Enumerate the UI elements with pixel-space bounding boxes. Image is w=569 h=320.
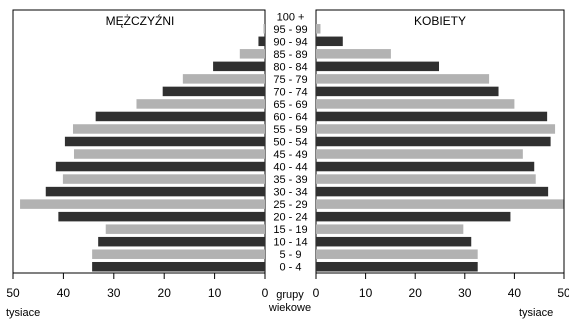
right-axis-tick-label: 10 bbox=[359, 286, 373, 300]
female-bar bbox=[316, 161, 535, 172]
female-bar bbox=[316, 24, 321, 34]
age-group-label: 90 - 94 bbox=[273, 36, 307, 48]
female-bar bbox=[316, 249, 478, 259]
female-bar bbox=[316, 124, 556, 134]
female-bar bbox=[316, 74, 490, 84]
male-bar bbox=[105, 224, 266, 234]
age-group-label: 75 - 79 bbox=[273, 74, 307, 86]
right-axis-tick-label: 30 bbox=[458, 286, 472, 300]
left-axis-tick-label: 0 bbox=[262, 286, 269, 300]
age-group-label: 95 - 99 bbox=[273, 24, 307, 36]
female-bar bbox=[316, 211, 511, 222]
male-bar bbox=[73, 149, 265, 159]
age-group-label: 25 - 29 bbox=[273, 199, 307, 211]
left-axis-tick-label: 50 bbox=[6, 286, 20, 300]
male-bar bbox=[136, 99, 265, 109]
male-bar bbox=[58, 211, 265, 222]
age-group-label: 50 - 54 bbox=[273, 137, 307, 149]
male-bar bbox=[62, 174, 266, 184]
left-unit-label: tysiace bbox=[6, 307, 40, 319]
female-bar bbox=[316, 111, 548, 122]
left-panel-label: MĘŻCZYŹNI bbox=[106, 13, 175, 28]
center-axis-label-line2: wiekowe bbox=[268, 302, 311, 314]
age-group-label: 45 - 49 bbox=[273, 149, 307, 161]
center-axis-label-line1: grupy bbox=[276, 289, 304, 301]
male-bar bbox=[64, 136, 265, 147]
female-bar bbox=[316, 49, 391, 59]
male-bar bbox=[162, 86, 265, 97]
female-bar bbox=[316, 199, 564, 209]
left-axis-tick-label: 30 bbox=[107, 286, 121, 300]
male-bar bbox=[239, 49, 265, 59]
female-bar bbox=[316, 149, 523, 159]
male-bar bbox=[95, 111, 265, 122]
female-bar bbox=[316, 86, 499, 97]
right-axis-tick-label: 50 bbox=[557, 286, 569, 300]
male-bar bbox=[20, 199, 265, 209]
female-bar bbox=[316, 261, 478, 272]
male-bar bbox=[263, 24, 265, 34]
male-bar bbox=[213, 61, 265, 72]
age-group-label: 15 - 19 bbox=[273, 224, 307, 236]
age-group-label: 65 - 69 bbox=[273, 99, 307, 111]
age-group-label: 60 - 64 bbox=[273, 111, 307, 123]
female-bar bbox=[316, 36, 343, 47]
male-bar bbox=[92, 249, 266, 259]
age-group-label: 70 - 74 bbox=[273, 86, 307, 98]
right-axis-tick-label: 0 bbox=[313, 286, 320, 300]
male-bar bbox=[92, 261, 266, 272]
age-group-label: 40 - 44 bbox=[273, 162, 307, 174]
left-axis-tick-label: 40 bbox=[57, 286, 71, 300]
left-axis-tick-label: 20 bbox=[158, 286, 172, 300]
female-bar bbox=[316, 224, 464, 234]
age-group-label: 30 - 34 bbox=[273, 187, 307, 199]
female-bar bbox=[316, 61, 440, 72]
male-bar bbox=[45, 186, 266, 197]
male-bar bbox=[98, 236, 266, 247]
female-bar bbox=[316, 136, 551, 147]
right-axis-tick-label: 20 bbox=[409, 286, 423, 300]
female-bar bbox=[316, 186, 549, 197]
age-group-label: 5 - 9 bbox=[279, 249, 301, 261]
left-axis-tick-label: 10 bbox=[208, 286, 222, 300]
male-bar bbox=[258, 36, 265, 47]
female-bar bbox=[316, 174, 536, 184]
age-group-label: 35 - 39 bbox=[273, 174, 307, 186]
age-group-label: 0 - 4 bbox=[279, 262, 301, 274]
age-group-label: 80 - 84 bbox=[273, 61, 307, 73]
right-axis-tick-label: 40 bbox=[508, 286, 522, 300]
age-group-label: 20 - 24 bbox=[273, 212, 307, 224]
age-group-label: 85 - 89 bbox=[273, 49, 307, 61]
age-group-label: 100 + bbox=[277, 11, 305, 23]
bar-series bbox=[20, 24, 564, 272]
female-bar bbox=[316, 99, 515, 109]
male-bar bbox=[55, 161, 266, 172]
female-bar bbox=[316, 236, 472, 247]
male-bar bbox=[72, 124, 265, 134]
x-axes: 50 50 40 40 30 30 20 20 10 10 0 0 bbox=[6, 273, 569, 300]
right-panel-label: KOBIETY bbox=[414, 14, 466, 28]
age-group-label: 55 - 59 bbox=[273, 124, 307, 136]
age-group-label: 10 - 14 bbox=[273, 237, 307, 249]
male-bar bbox=[182, 74, 265, 84]
right-unit-label: tysiace bbox=[519, 307, 553, 319]
